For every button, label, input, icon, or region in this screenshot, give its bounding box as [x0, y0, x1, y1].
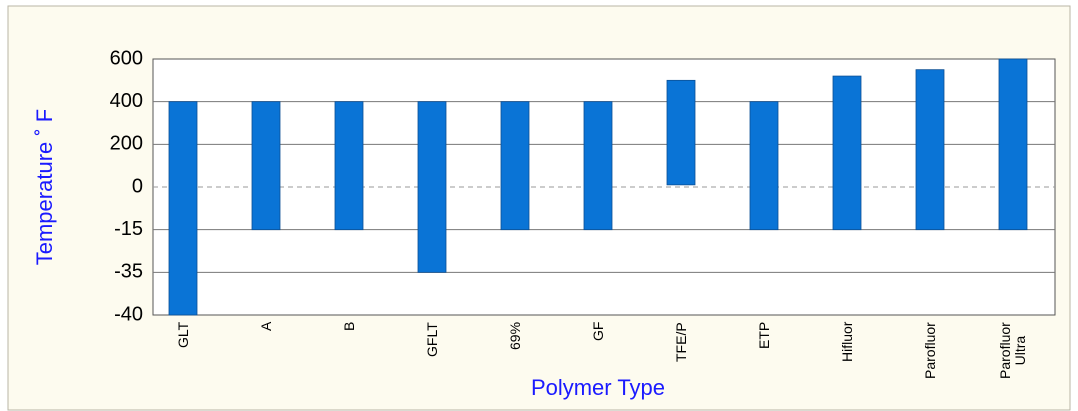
- x-tick-label: TFE/P: [672, 322, 689, 362]
- bar: [334, 101, 364, 231]
- bar: [749, 101, 779, 231]
- x-tick-label: A: [257, 321, 274, 331]
- y-axis-label: Temperature ˚ F: [32, 109, 57, 266]
- x-tick-label: GLT: [174, 321, 191, 348]
- x-tick-label: Parofluor Ultra: [997, 322, 1028, 379]
- bar: [998, 58, 1028, 231]
- x-tick-label: GF: [589, 321, 606, 341]
- bar: [500, 101, 530, 231]
- bar: [915, 69, 945, 231]
- bar: [832, 75, 862, 231]
- bar: [251, 101, 281, 231]
- y-tick-label: 0: [132, 175, 143, 197]
- bar: [583, 101, 613, 231]
- y-tick-label: -35: [114, 261, 143, 283]
- x-tick-label: Parofluor: [921, 322, 938, 379]
- y-tick-label: 600: [110, 47, 143, 69]
- bar: [168, 101, 198, 316]
- y-tick-label: -40: [114, 303, 143, 325]
- bar: [417, 101, 447, 273]
- x-tick-label: ETP: [755, 321, 772, 349]
- x-tick-label: 69%: [506, 321, 523, 350]
- x-tick-label: B: [340, 321, 357, 331]
- bar: [666, 79, 696, 186]
- x-tick-label: Hifluor: [838, 321, 855, 362]
- y-tick-label: 400: [110, 90, 143, 112]
- x-axis-label: Polymer Type: [531, 375, 665, 400]
- y-tick-label: 200: [110, 133, 143, 155]
- x-tick-label: GFLT: [423, 322, 440, 357]
- y-tick-label: -15: [114, 218, 143, 240]
